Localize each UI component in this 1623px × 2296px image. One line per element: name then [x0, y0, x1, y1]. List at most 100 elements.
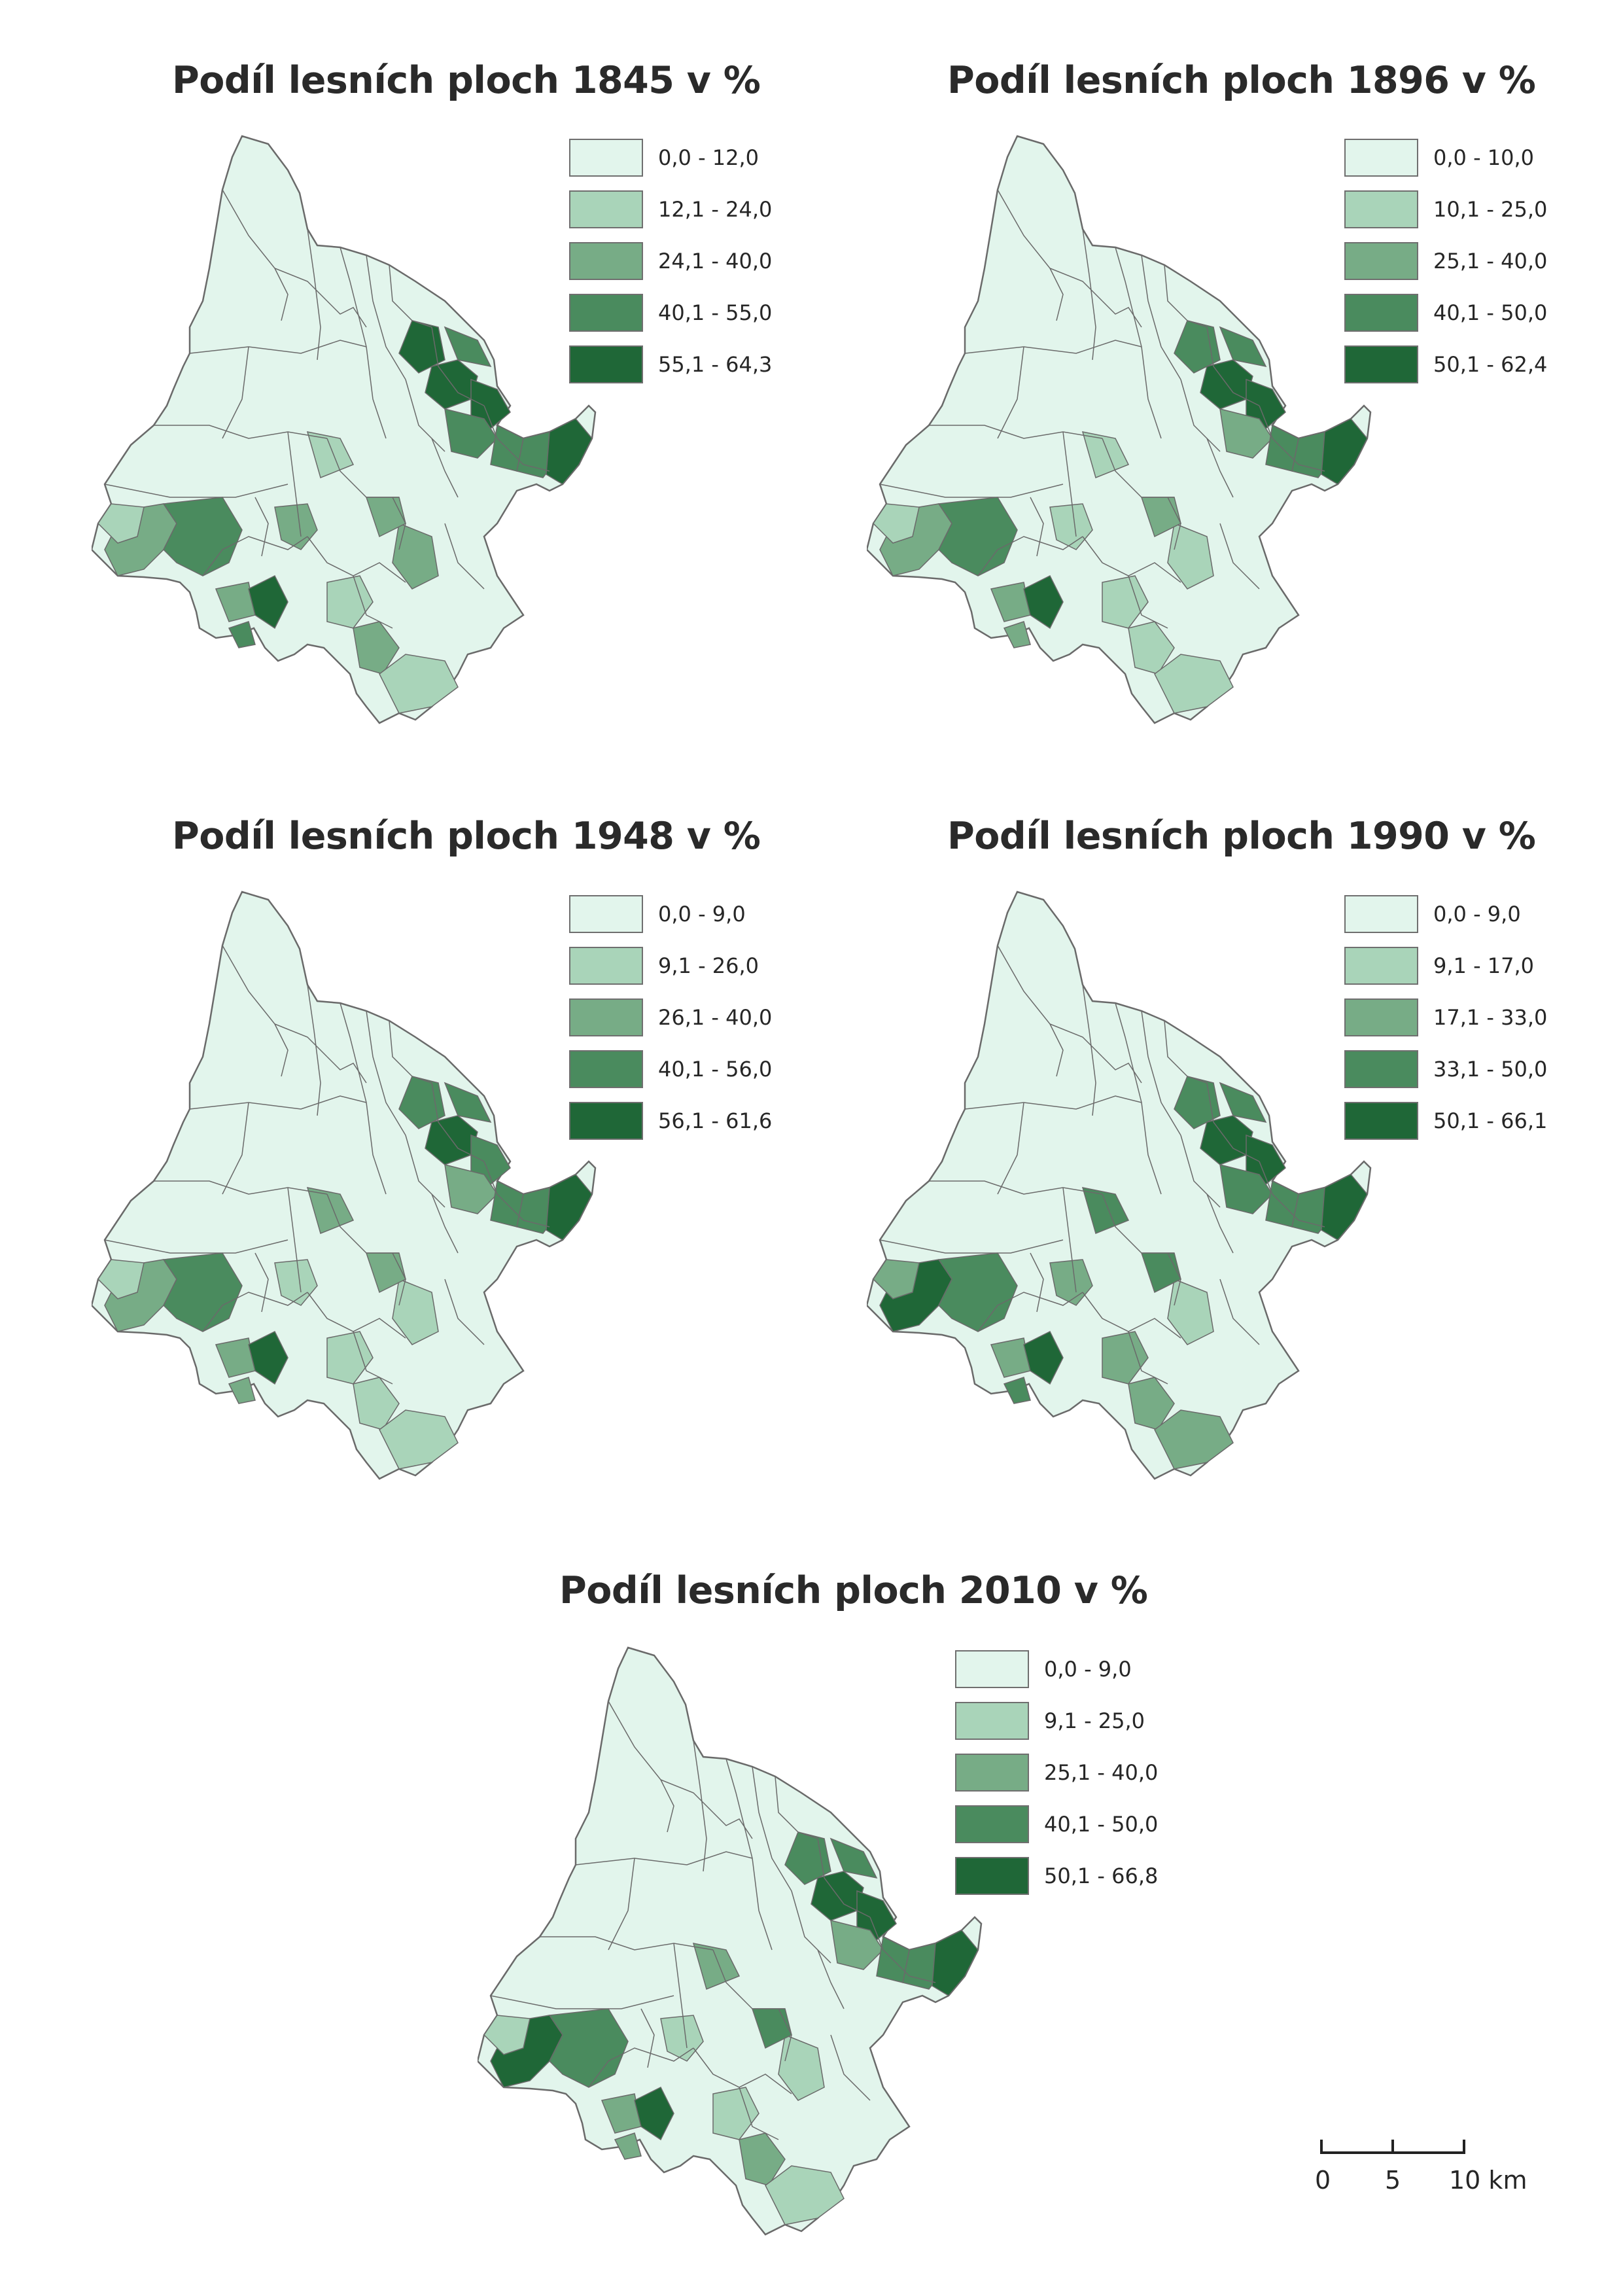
legend-item: 25,1 - 40,0 — [1344, 242, 1606, 281]
legend-swatch — [569, 1102, 643, 1140]
map-title-1948: Podíl lesních ploch 1948 v % — [172, 815, 761, 858]
municipality-border — [1049, 268, 1064, 321]
legend-label: 9,1 - 25,0 — [1044, 1708, 1145, 1733]
legend-item: 56,1 - 61,6 — [569, 1102, 831, 1141]
municipality-border — [222, 346, 249, 439]
municipality-region — [1167, 1278, 1214, 1345]
legend-swatch — [569, 190, 643, 228]
municipality-region — [353, 1377, 400, 1430]
municipality-region — [873, 1259, 920, 1299]
municipality-region — [1023, 574, 1064, 629]
municipality-border — [1219, 1279, 1260, 1345]
municipality-border — [326, 438, 399, 498]
municipality-border — [1164, 264, 1208, 328]
municipality-border — [1167, 497, 1181, 550]
legend-swatch — [569, 947, 643, 985]
municipality-border — [588, 2047, 694, 2088]
municipality-border — [608, 1858, 635, 1951]
municipality-border — [830, 2034, 871, 2101]
municipality-region — [398, 1076, 445, 1129]
scale-bar: 0 5 10 km — [1315, 2127, 1527, 2199]
municipality-region — [326, 575, 374, 629]
municipality-region — [712, 2087, 759, 2140]
legend-item: 10,1 - 25,0 — [1344, 190, 1606, 230]
municipality-border — [405, 379, 445, 452]
municipality-region — [1049, 503, 1093, 550]
municipality-region — [444, 408, 498, 459]
legend-label: 33,1 - 50,0 — [1433, 1057, 1548, 1082]
legend-label: 40,1 - 56,0 — [658, 1057, 773, 1082]
municipality-border — [1102, 1193, 1174, 1254]
municipality-border — [673, 1943, 688, 2049]
scale-label-0: 0 — [1315, 2166, 1331, 2195]
municipality-border — [575, 1851, 753, 1865]
municipality-border — [1141, 1102, 1162, 1195]
municipality-border — [326, 300, 367, 328]
municipality-border — [389, 264, 432, 328]
municipality-border — [1206, 1082, 1260, 1162]
municipality-region — [614, 2132, 642, 2160]
municipality-region — [856, 1890, 897, 1941]
municipality-border — [1219, 523, 1260, 590]
municipality-border — [1102, 438, 1174, 498]
municipality-border — [254, 497, 269, 557]
municipality-region — [1219, 1082, 1267, 1123]
legend-swatch — [569, 895, 643, 933]
legend-label: 17,1 - 33,0 — [1433, 1005, 1548, 1030]
legend-swatch — [955, 1702, 1029, 1740]
municipality-border — [274, 268, 288, 321]
municipality-border — [366, 1010, 406, 1136]
legend-label: 9,1 - 26,0 — [658, 953, 759, 978]
municipality-border — [1062, 1187, 1077, 1293]
municipality-border — [1141, 346, 1162, 439]
legend-label: 26,1 - 40,0 — [658, 1005, 773, 1030]
municipality-border — [1180, 379, 1221, 452]
municipality-border — [640, 2008, 655, 2068]
municipality-border — [1259, 1161, 1325, 1227]
legend-item: 40,1 - 50,0 — [1344, 294, 1606, 333]
legend-swatch — [1344, 139, 1418, 177]
municipality-border — [254, 1252, 269, 1313]
municipality-region — [1128, 621, 1175, 675]
municipality-border — [287, 431, 302, 537]
map-title-2010: Podíl lesních ploch 2010 v % — [559, 1569, 1148, 1612]
municipality-region — [829, 1837, 878, 1879]
municipality-region — [97, 503, 145, 544]
municipality-region — [248, 574, 288, 629]
municipality-border — [693, 1740, 707, 1872]
legend-swatch — [1344, 190, 1418, 228]
legend-label: 10,1 - 25,0 — [1433, 197, 1548, 222]
municipality-region — [392, 522, 439, 590]
municipality-region — [1219, 326, 1267, 368]
municipality-border — [1180, 1135, 1221, 1208]
municipality-region — [306, 1187, 355, 1235]
municipality-border — [326, 1193, 399, 1254]
municipality-border — [366, 346, 387, 439]
legend-swatch — [1344, 998, 1418, 1036]
legend-swatch — [1344, 345, 1418, 383]
legend-swatch — [1344, 895, 1418, 933]
legend-item: 0,0 - 9,0 — [569, 895, 831, 934]
municipality-border — [392, 1252, 406, 1306]
municipality-border — [1049, 1023, 1064, 1077]
municipality-border — [775, 1776, 818, 1839]
municipality-border — [869, 1916, 936, 1983]
municipality-border — [189, 340, 367, 354]
legend-item: 26,1 - 40,0 — [569, 998, 831, 1038]
legend-label: 24,1 - 40,0 — [658, 249, 773, 274]
municipality-border — [712, 1949, 785, 2009]
scale-label-10km: 10 km — [1449, 2166, 1527, 2195]
municipality-border — [879, 484, 1064, 498]
legend-item: 50,1 - 66,1 — [1344, 1102, 1606, 1141]
municipality-border — [1128, 1331, 1168, 1385]
municipality-region — [274, 503, 318, 550]
legend-label: 40,1 - 50,0 — [1044, 1812, 1159, 1837]
municipality-border — [431, 1082, 485, 1162]
municipality-region — [379, 654, 459, 714]
municipality-border — [154, 1180, 328, 1195]
scale-bar-line — [1320, 2140, 1465, 2154]
municipality-border — [189, 1095, 367, 1110]
legend-swatch — [955, 1650, 1029, 1688]
legend-label: 25,1 - 40,0 — [1433, 249, 1548, 274]
choropleth-map-1845 — [92, 135, 597, 724]
